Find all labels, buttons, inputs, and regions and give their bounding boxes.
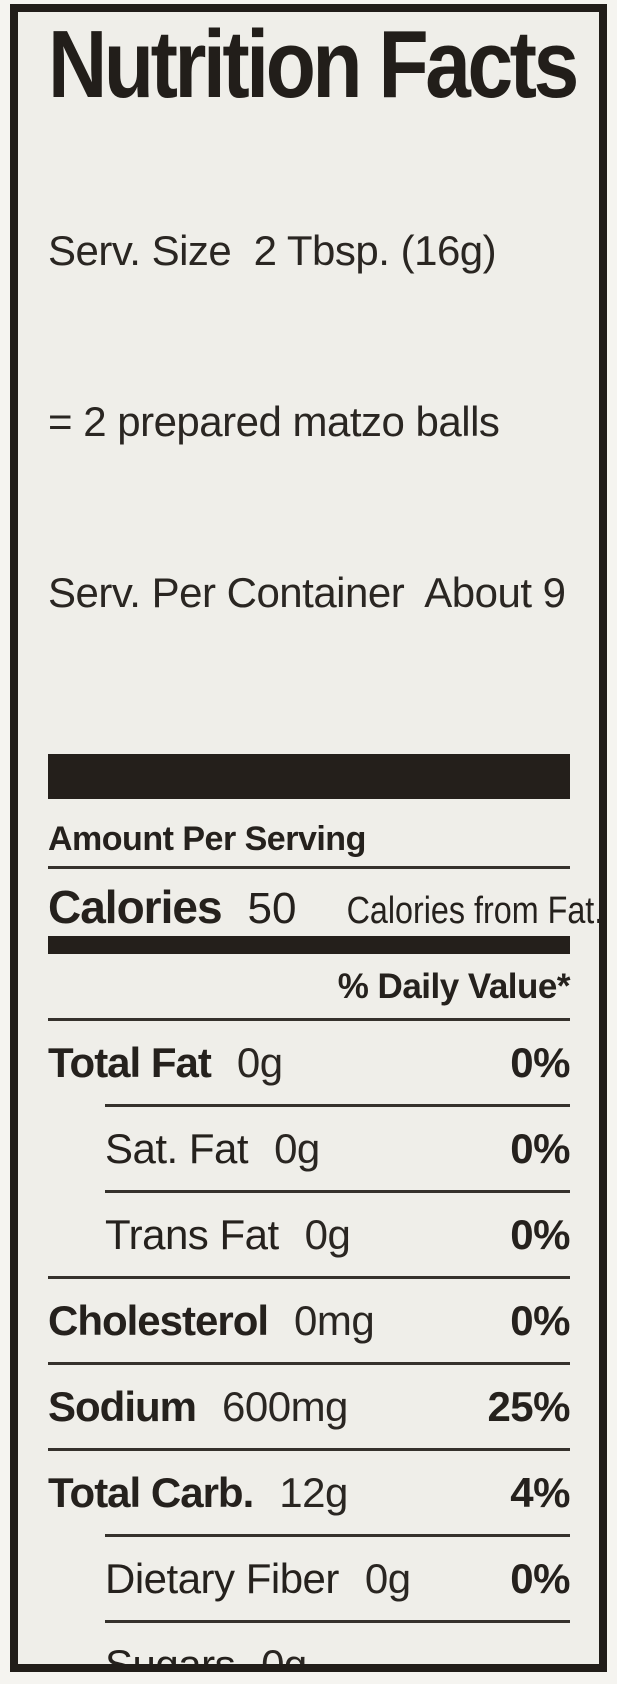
nutrient-row-total-carb: Total Carb. 12g 4% xyxy=(48,1451,570,1534)
nutrient-amount: 600mg xyxy=(222,1382,348,1430)
separator-bar-top xyxy=(48,754,570,799)
label-title: Nutrition Facts xyxy=(48,11,579,118)
nutrient-daily-value: 0% xyxy=(510,1038,570,1086)
nutrient-name: Total Carb. xyxy=(48,1468,254,1516)
nutrient-amount: 0g xyxy=(364,1554,411,1602)
nutrient-daily-value: 0% xyxy=(510,1210,570,1258)
nutrient-name: Sugars xyxy=(105,1640,236,1672)
nutrient-row-sat-fat: Sat. Fat 0g 0% xyxy=(48,1107,570,1190)
servings-per-container-line: Serv. Per Container About 9 xyxy=(48,569,566,616)
nutrient-amount: 0g xyxy=(236,1038,283,1086)
nutrient-name: Total Fat xyxy=(48,1038,212,1086)
divider xyxy=(105,1190,570,1193)
divider xyxy=(105,1534,570,1537)
separator-bar-calories xyxy=(48,936,570,954)
nutrition-facts-label: Nutrition Facts Serv. Size 2 Tbsp. (16g)… xyxy=(10,4,607,1672)
divider xyxy=(48,1018,570,1021)
nutrient-daily-value: 0% xyxy=(510,1296,570,1344)
nutrient-name: Sat. Fat xyxy=(105,1124,249,1172)
calories-label: Calories xyxy=(48,881,223,933)
nutrient-amount: 0g xyxy=(274,1124,320,1172)
nutrient-amount: 0g xyxy=(304,1210,351,1258)
nutrient-row-total-fat: Total Fat 0g 0% xyxy=(48,1021,570,1104)
divider xyxy=(48,1276,570,1279)
divider xyxy=(105,1104,570,1107)
nutrient-daily-value: 0% xyxy=(510,1124,570,1172)
nutrient-amount: 0g xyxy=(261,1640,307,1672)
nutrient-row-cholesterol: Cholesterol 0mg 0% xyxy=(48,1279,570,1362)
divider xyxy=(48,1362,570,1365)
nutrient-row-trans-fat: Trans Fat 0g 0% xyxy=(48,1193,570,1276)
divider xyxy=(48,866,570,869)
nutrient-name: Sodium xyxy=(48,1382,197,1430)
calories-row: Calories 50 Calories from Fat. 0 xyxy=(48,869,599,936)
nutrient-name: Cholesterol xyxy=(48,1296,269,1344)
nutrient-amount: 0mg xyxy=(294,1296,375,1344)
nutrient-name: Dietary Fiber xyxy=(105,1554,339,1602)
nutrient-row-sodium: Sodium 600mg 25% xyxy=(48,1365,570,1448)
divider xyxy=(105,1620,570,1623)
calories-value: 50 xyxy=(247,884,297,933)
nutrient-daily-value: 0% xyxy=(510,1554,570,1602)
nutrient-row-sugars: Sugars 0g xyxy=(48,1623,570,1672)
nutrient-row-dietary-fiber: Dietary Fiber 0g 0% xyxy=(48,1537,570,1620)
daily-value-heading: % Daily Value* xyxy=(337,967,571,1006)
amount-per-serving-heading: Amount Per Serving xyxy=(48,820,366,858)
nutrient-daily-value: 25% xyxy=(487,1382,570,1430)
nutrient-amount: 12g xyxy=(279,1468,348,1516)
serving-info: Serv. Size 2 Tbsp. (16g) = 2 prepared ma… xyxy=(48,108,570,735)
divider xyxy=(48,1448,570,1451)
nutrient-name: Trans Fat xyxy=(105,1210,279,1258)
serving-equivalent-line: = 2 prepared matzo balls xyxy=(48,398,500,445)
calories-from-fat-label: Calories from Fat. xyxy=(347,890,604,932)
nutrient-daily-value: 4% xyxy=(510,1468,570,1516)
serving-size-line: Serv. Size 2 Tbsp. (16g) xyxy=(48,227,497,274)
